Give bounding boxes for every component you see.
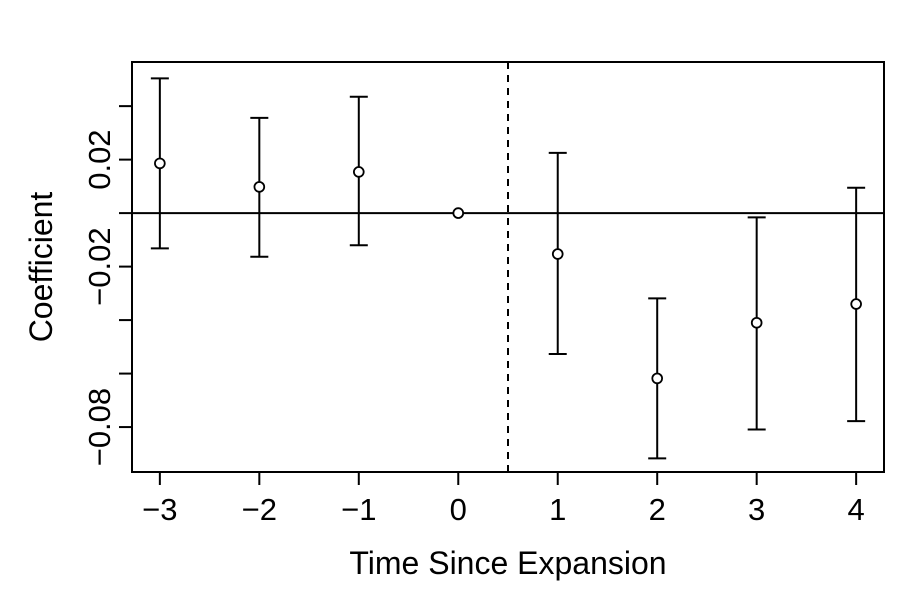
y-axis-title: Coefficient: [23, 192, 59, 343]
plot-generated-content: −3 −2 −1 0 1 2 3 4 0.02 −0.02 −0.08: [82, 61, 885, 527]
data-point-marker: [154, 157, 166, 170]
data-point-marker: [253, 181, 266, 193]
data-point-marker: [452, 207, 465, 219]
x-tick-label: 0: [450, 492, 467, 527]
data-point-marker: [750, 316, 763, 329]
x-axis-title: Time Since Expansion: [349, 545, 666, 581]
x-tick-label: −2: [242, 492, 277, 527]
x-tick-label: −3: [142, 492, 177, 527]
x-tick-label: −1: [341, 492, 376, 527]
y-tick-label: 0.02: [82, 129, 117, 189]
data-point-marker: [651, 372, 664, 385]
plot-border: [131, 61, 885, 473]
y-tick-label: −0.02: [82, 227, 117, 305]
data-point-marker: [551, 248, 564, 260]
x-tick-label: 3: [748, 492, 765, 527]
y-tick-label: −0.08: [82, 388, 117, 466]
x-tick-label: 2: [649, 492, 666, 527]
x-tick-label: 4: [848, 492, 865, 527]
x-tick-label: 1: [549, 492, 566, 527]
data-point-marker: [850, 298, 862, 310]
data-point-marker: [352, 166, 365, 178]
